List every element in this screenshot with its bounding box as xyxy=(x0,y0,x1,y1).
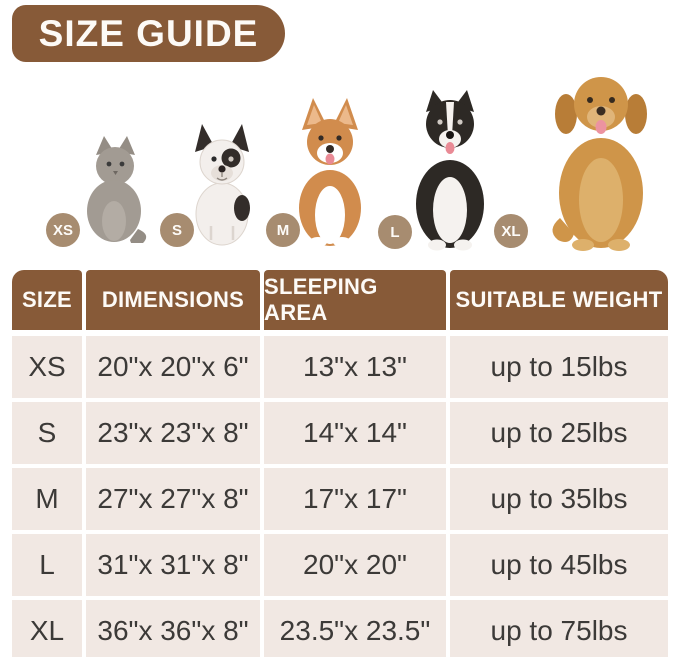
cell-sleeping-area: 17"x 17" xyxy=(264,468,446,530)
french-bulldog-image xyxy=(181,122,263,246)
page-title: SIZE GUIDE xyxy=(38,12,259,54)
cell-size: M xyxy=(12,468,82,530)
size-badge-label: M xyxy=(276,221,290,239)
corgi-image xyxy=(284,96,376,248)
golden-retriever-image xyxy=(536,58,666,252)
cell-size: XL xyxy=(12,600,82,657)
cell-sleeping-area: 23.5"x 23.5" xyxy=(264,600,446,657)
corgi-icon xyxy=(299,98,361,247)
french-bulldog-icon xyxy=(195,124,250,246)
size-badge-s: S xyxy=(160,213,194,247)
border-collie-image xyxy=(400,84,500,252)
cell-sleeping-area: 20"x 20" xyxy=(264,534,446,596)
cell-dimensions: 23"x 23"x 8" xyxy=(86,402,260,464)
cell-sleeping-area: 13"x 13" xyxy=(264,336,446,398)
cell-suitable-weight: up to 35lbs xyxy=(450,468,668,530)
cell-dimensions: 31"x 31"x 8" xyxy=(86,534,260,596)
cell-suitable-weight: up to 15lbs xyxy=(450,336,668,398)
cell-size: L xyxy=(12,534,82,596)
cell-suitable-weight: up to 75lbs xyxy=(450,600,668,657)
size-badge-label: XL xyxy=(501,222,521,240)
header-cell-dimensions: DIMENSIONS xyxy=(86,270,260,330)
size-badge-xs: XS xyxy=(46,213,80,247)
cell-dimensions: 20"x 20"x 6" xyxy=(86,336,260,398)
cat-icon xyxy=(87,136,147,243)
border-collie-icon xyxy=(416,90,484,251)
size-badge-label: S xyxy=(171,221,182,239)
golden-retriever-icon xyxy=(552,77,647,251)
size-table: SIZE DIMENSIONS SLEEPING AREA SUITABLE W… xyxy=(12,270,668,657)
cell-size: XS xyxy=(12,336,82,398)
size-guide-title-banner: SIZE GUIDE xyxy=(12,5,285,62)
size-badge-xl: XL xyxy=(494,214,528,248)
cell-size: S xyxy=(12,402,82,464)
header-cell-suitable-weight: SUITABLE WEIGHT xyxy=(450,270,668,330)
cat-image xyxy=(72,133,156,243)
size-badge-m: M xyxy=(266,213,300,247)
cell-suitable-weight: up to 45lbs xyxy=(450,534,668,596)
cell-dimensions: 27"x 27"x 8" xyxy=(86,468,260,530)
size-badge-l: L xyxy=(378,215,412,249)
header-cell-sleeping-area: SLEEPING AREA xyxy=(264,270,446,330)
size-badge-label: L xyxy=(390,223,400,241)
cell-dimensions: 36"x 36"x 8" xyxy=(86,600,260,657)
size-badge-label: XS xyxy=(52,221,73,239)
cell-suitable-weight: up to 25lbs xyxy=(450,402,668,464)
cell-sleeping-area: 14"x 14" xyxy=(264,402,446,464)
header-cell-size: SIZE xyxy=(12,270,82,330)
